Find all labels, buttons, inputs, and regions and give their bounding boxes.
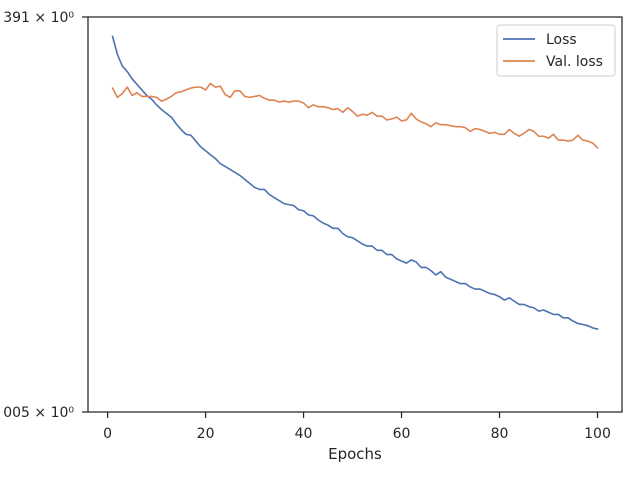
x-tick-label: 80	[491, 426, 509, 442]
legend-label: Loss	[546, 32, 577, 48]
x-tick-label: 40	[295, 426, 313, 442]
x-tick-label: 100	[584, 426, 611, 442]
x-tick-label: 60	[393, 426, 411, 442]
x-axis-ticks: 0 20 40 60 80 100	[103, 412, 611, 442]
series-line-2	[111, 82, 599, 149]
legend: Loss Val. loss	[496, 24, 616, 77]
x-tick-label: 20	[197, 426, 215, 442]
legend-label: Val. loss	[546, 54, 603, 70]
y-tick-label: 391 × 10⁰	[3, 10, 74, 26]
y-axis-ticks: 391 × 10⁰ 005 × 10⁰	[3, 10, 88, 421]
legend-box	[496, 24, 616, 77]
plot-lines	[111, 35, 599, 330]
x-tick-label: 0	[103, 426, 112, 442]
axes-frame	[87, 16, 623, 413]
x-axis-label: Epochs	[328, 445, 382, 463]
y-tick-label: 005 × 10⁰	[3, 405, 74, 421]
series-line-1	[111, 35, 599, 330]
